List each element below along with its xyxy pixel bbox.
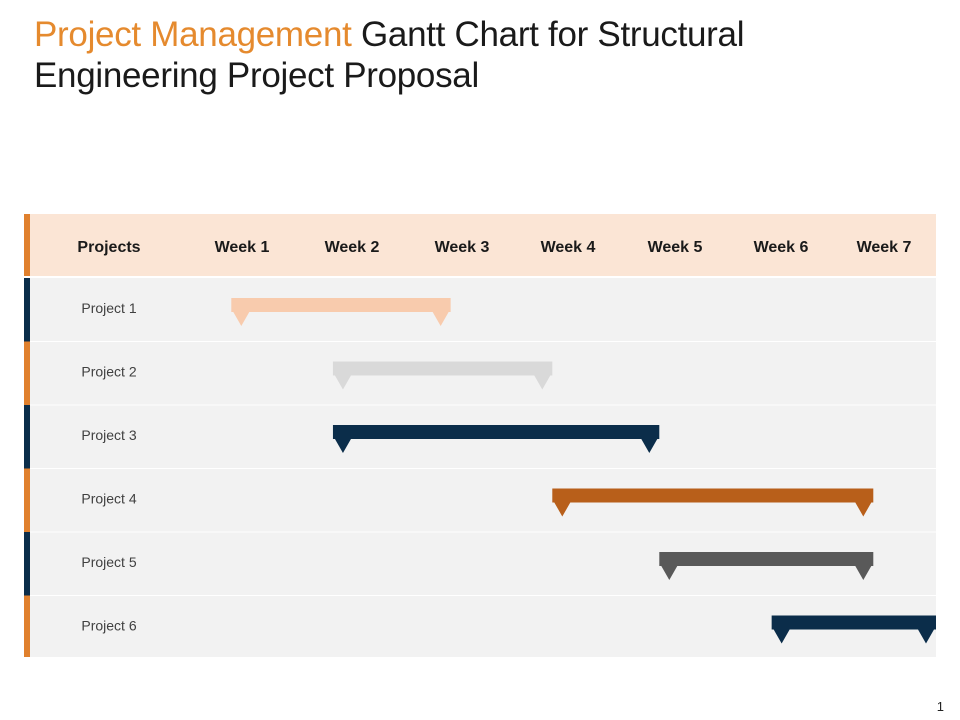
- row-stripe: [24, 468, 30, 532]
- row-stripe: [24, 405, 30, 469]
- gantt-chart: Projects Week 1 Week 2 Week 3 Week 4 Week 5 We…: [24, 214, 936, 657]
- header-week-label: Week 7: [857, 239, 912, 256]
- row-stripe: [24, 278, 30, 342]
- row-stripe: [24, 532, 30, 596]
- gantt-bar: [552, 488, 874, 517]
- slide-number: 1: [936, 699, 944, 714]
- header-band: [24, 214, 936, 276]
- row-label: Project 1: [81, 300, 136, 316]
- title-accent: Project Management: [34, 15, 352, 54]
- row-stripe: [24, 341, 30, 405]
- gantt-bar: [332, 425, 660, 453]
- row-stripe: [24, 595, 30, 657]
- header-week-label: Week 2: [325, 239, 380, 256]
- title-rest: Gantt Chart for Structural Engineering P…: [34, 15, 745, 95]
- row-label: Project 5: [81, 554, 136, 570]
- header-week-label: Week 3: [435, 239, 490, 256]
- gantt-bar: [231, 298, 451, 326]
- gantt-bar: [659, 552, 874, 580]
- header-week-label: Week 5: [648, 239, 703, 256]
- gantt-bar: [332, 361, 553, 390]
- header-week-label: Week 1: [215, 239, 270, 256]
- gantt-bar: [771, 615, 936, 644]
- gantt-svg: Projects Week 1 Week 2 Week 3 Week 4 Week 5 We…: [24, 214, 936, 657]
- header-stripe: [24, 214, 30, 276]
- row-label: Project 6: [81, 618, 136, 634]
- row-label: Project 2: [81, 364, 136, 380]
- header-week-label: Week 6: [754, 239, 809, 256]
- header-projects-label: Projects: [77, 239, 140, 256]
- row-label: Project 3: [81, 427, 136, 443]
- header-week-label: Week 4: [541, 239, 596, 256]
- row-label: Project 4: [81, 491, 136, 507]
- page-title: Project Management Gantt Chart for Struc…: [34, 14, 934, 96]
- chart-body: [24, 278, 936, 657]
